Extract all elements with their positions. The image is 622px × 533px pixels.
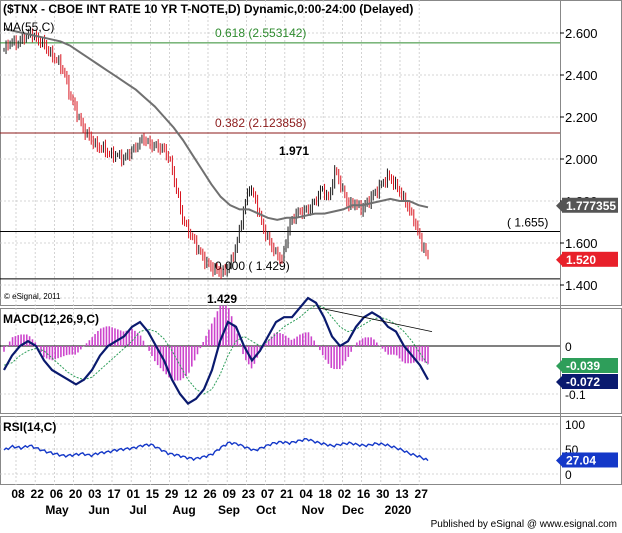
price-tick-label: 1.400 [565, 278, 598, 293]
date-tick-label: 08 [11, 487, 25, 501]
date-tick-label: 01 [127, 487, 141, 501]
macd-tick-label: -0.1 [565, 388, 586, 402]
fib-level-label: 0.000 ( 1.429) [215, 259, 290, 273]
month-label: Aug [172, 503, 195, 517]
price-bars [3, 27, 429, 279]
date-tick-label: 16 [357, 487, 371, 501]
ma-line [3, 27, 429, 221]
price-tick-label: 2.400 [565, 68, 598, 83]
date-tick-label: 26 [203, 487, 217, 501]
date-tick-label: 12 [184, 487, 198, 501]
fib-level-label: 0.382 (2.123858) [215, 116, 306, 130]
date-tick-label: 30 [376, 487, 390, 501]
date-tick-label: 13 [395, 487, 409, 501]
date-tick-label: 07 [261, 487, 275, 501]
date-tick-label: 27 [415, 487, 429, 501]
macd-signal-line [3, 304, 429, 395]
value-tags: 1.777355 1.520 -0.039 -0.072 27.04 [556, 197, 618, 468]
date-tick-label: 02 [338, 487, 352, 501]
rsi-tick-label: 0 [565, 468, 572, 482]
price-last-value-bg [562, 251, 618, 267]
macd-layer [0, 296, 560, 406]
date-tick-label: 29 [165, 487, 179, 501]
axis-labels: 2.6002.4002.2002.0001.8001.6001.4000-0.1… [11, 26, 597, 517]
month-label: Jun [88, 503, 109, 517]
rsi-line [3, 437, 429, 462]
price-tick-label: 2.200 [565, 110, 598, 125]
date-tick-label: 17 [107, 487, 121, 501]
date-tick-label: 22 [31, 487, 45, 501]
month-label: May [45, 503, 69, 517]
rsi-layer [3, 437, 429, 462]
date-tick-label: 20 [69, 487, 83, 501]
copyright: © eSignal, 2011 [4, 292, 61, 301]
macd-trendline [317, 307, 433, 332]
moving-average [3, 27, 429, 221]
footer: Published by eSignal @ www.esignal.com [431, 519, 617, 530]
month-label: Oct [256, 503, 276, 517]
rsi-last-value: 27.04 [566, 453, 596, 467]
chart-title: ($TNX - CBOE INT RATE 10 YR T-NOTE,D) Dy… [3, 2, 413, 16]
price-tick-label: 2.600 [565, 26, 598, 41]
signal-last-value-pointer [556, 360, 562, 372]
swing-annotation: 1.429 [207, 292, 237, 306]
rsi-last-value-bg [562, 452, 618, 468]
macd-panel [0, 308, 622, 414]
date-tick-label: 03 [88, 487, 102, 501]
macd-last-value-bg [562, 374, 618, 389]
signal-last-value-bg [562, 358, 618, 373]
date-tick-label: 09 [223, 487, 237, 501]
ma-last-value: 1.777355 [566, 199, 616, 213]
macd-last-value-pointer [556, 376, 562, 388]
ma-last-value-pointer [556, 199, 562, 212]
rsi-label: RSI(14,C) [3, 420, 56, 434]
price-last-value: 1.520 [566, 253, 596, 267]
macd-line [3, 296, 429, 406]
date-tick-label: 15 [146, 487, 160, 501]
macd-last-value: -0.072 [566, 375, 600, 389]
macd-tick-label: 0 [565, 340, 572, 354]
month-label: Dec [342, 503, 364, 517]
macd-label: MACD(12,26,9,C) [3, 312, 99, 326]
ma-label: MA(55,C) [3, 20, 54, 34]
date-tick-label: 04 [299, 487, 313, 501]
date-tick-label: 18 [319, 487, 333, 501]
date-tick-label: 21 [280, 487, 294, 501]
date-tick-label: 06 [50, 487, 64, 501]
price-tick-label: 2.000 [565, 152, 598, 167]
rsi-tick-label: 100 [565, 418, 585, 432]
month-label: Jul [129, 503, 146, 517]
month-label: 2020 [385, 503, 412, 517]
swing-annotation: 1.971 [279, 144, 309, 158]
ma-last-value-bg [562, 197, 618, 213]
price-panel [0, 0, 622, 306]
price-tick-label: 1.600 [565, 236, 598, 251]
month-label: Sep [218, 503, 240, 517]
fib-level-label: ( 1.655) [507, 215, 548, 229]
rsi-panel [0, 416, 622, 485]
signal-last-value: -0.039 [566, 359, 600, 373]
price-last-value-pointer [556, 253, 562, 266]
fib-levels: 0.618 (2.553142) 0.382 (2.123858) ( 1.655)… [0, 26, 560, 306]
date-tick-label: 23 [242, 487, 256, 501]
month-label: Nov [302, 503, 325, 517]
fib-level-label: 0.618 (2.553142) [215, 26, 306, 40]
grid-layer [0, 0, 560, 485]
rsi-last-value-pointer [556, 454, 562, 467]
